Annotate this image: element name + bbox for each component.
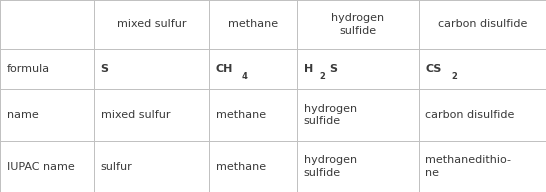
Text: hydrogen
sulfide: hydrogen sulfide	[304, 104, 357, 126]
Text: 2: 2	[452, 72, 457, 81]
Text: mixed sulfur: mixed sulfur	[117, 19, 186, 30]
Text: H: H	[304, 64, 313, 74]
Text: methanedithio-
ne: methanedithio- ne	[425, 155, 511, 178]
Text: hydrogen
sulfide: hydrogen sulfide	[304, 155, 357, 178]
Text: CH: CH	[216, 64, 233, 74]
Text: methane: methane	[216, 110, 266, 120]
Text: name: name	[7, 110, 38, 120]
Text: mixed sulfur: mixed sulfur	[100, 110, 170, 120]
Text: S: S	[329, 64, 337, 74]
Text: hydrogen
sulfide: hydrogen sulfide	[331, 13, 384, 36]
Text: carbon disulfide: carbon disulfide	[425, 110, 514, 120]
Text: IUPAC name: IUPAC name	[7, 161, 74, 172]
Text: sulfur: sulfur	[100, 161, 132, 172]
Text: methane: methane	[228, 19, 278, 30]
Text: CS: CS	[425, 64, 442, 74]
Text: S: S	[100, 64, 109, 74]
Text: carbon disulfide: carbon disulfide	[437, 19, 527, 30]
Text: methane: methane	[216, 161, 266, 172]
Text: 2: 2	[319, 72, 325, 81]
Text: 4: 4	[242, 72, 248, 81]
Text: formula: formula	[7, 64, 50, 74]
